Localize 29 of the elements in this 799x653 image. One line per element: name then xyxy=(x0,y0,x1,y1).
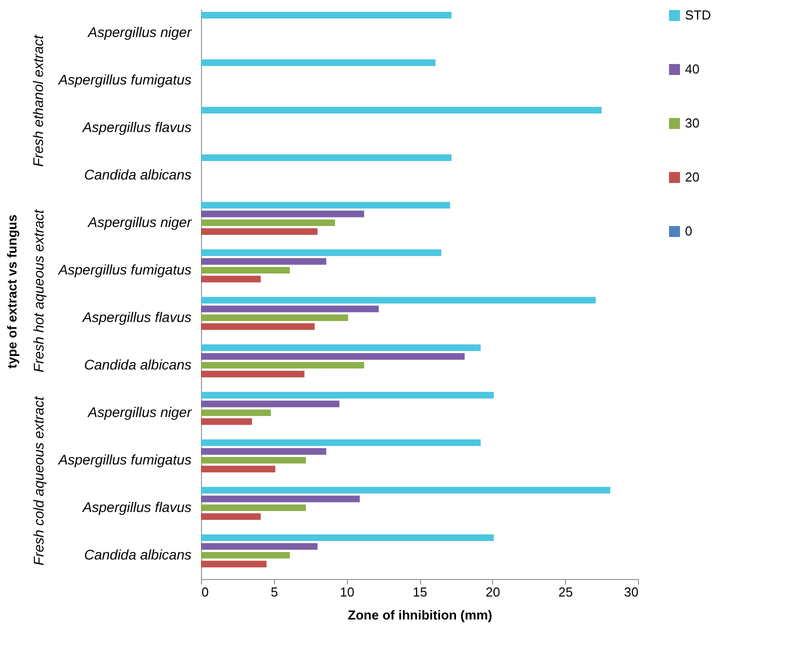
x-tick-label: 15 xyxy=(412,584,428,600)
legend-label: 30 xyxy=(685,116,700,130)
text: Fresh cold aqueous extract xyxy=(30,396,46,566)
x-tick-label: 10 xyxy=(340,584,354,600)
x-tick-label: 5 xyxy=(270,584,278,600)
y-tick-label: Aspergillus niger xyxy=(87,404,193,420)
legend-label: 20 xyxy=(685,170,700,184)
x-tick-label: 0 xyxy=(202,584,209,600)
y-tick-label: Aspergillus fumigatus xyxy=(57,451,192,468)
y-tick-label: Aspergillus niger xyxy=(87,214,193,230)
legend-label: 40 xyxy=(685,62,700,76)
legend-label: 0 xyxy=(685,224,692,238)
x-tick-label: 25 xyxy=(558,584,573,600)
x-tick-label: 20 xyxy=(486,584,500,600)
y-tick-label: Aspergillus fumigatus xyxy=(57,261,192,278)
text: Fresh ethanol extract xyxy=(30,35,46,167)
text: Fresh hot aqueous extract xyxy=(30,210,46,372)
y-tick-label: Aspergillus flavus xyxy=(82,498,192,515)
y-tick-label: Aspergillus niger xyxy=(87,24,193,40)
y-tick-label: Candida albicans xyxy=(84,546,192,562)
y-tick-label: Candida albicans xyxy=(84,166,192,182)
y-tick-label: Aspergillus fumigatus xyxy=(57,71,192,88)
x-axis-title: Zone of ihnibition (mm) xyxy=(348,608,492,622)
x-tick-label: 30 xyxy=(624,584,638,600)
y-tick-label: Aspergillus flavus xyxy=(82,308,192,325)
text: type of extract vs fungus xyxy=(4,214,20,368)
y-tick-label: Candida albicans xyxy=(84,356,192,372)
legend-label: STD xyxy=(685,8,711,22)
y-tick-label: Aspergillus flavus xyxy=(82,118,192,135)
